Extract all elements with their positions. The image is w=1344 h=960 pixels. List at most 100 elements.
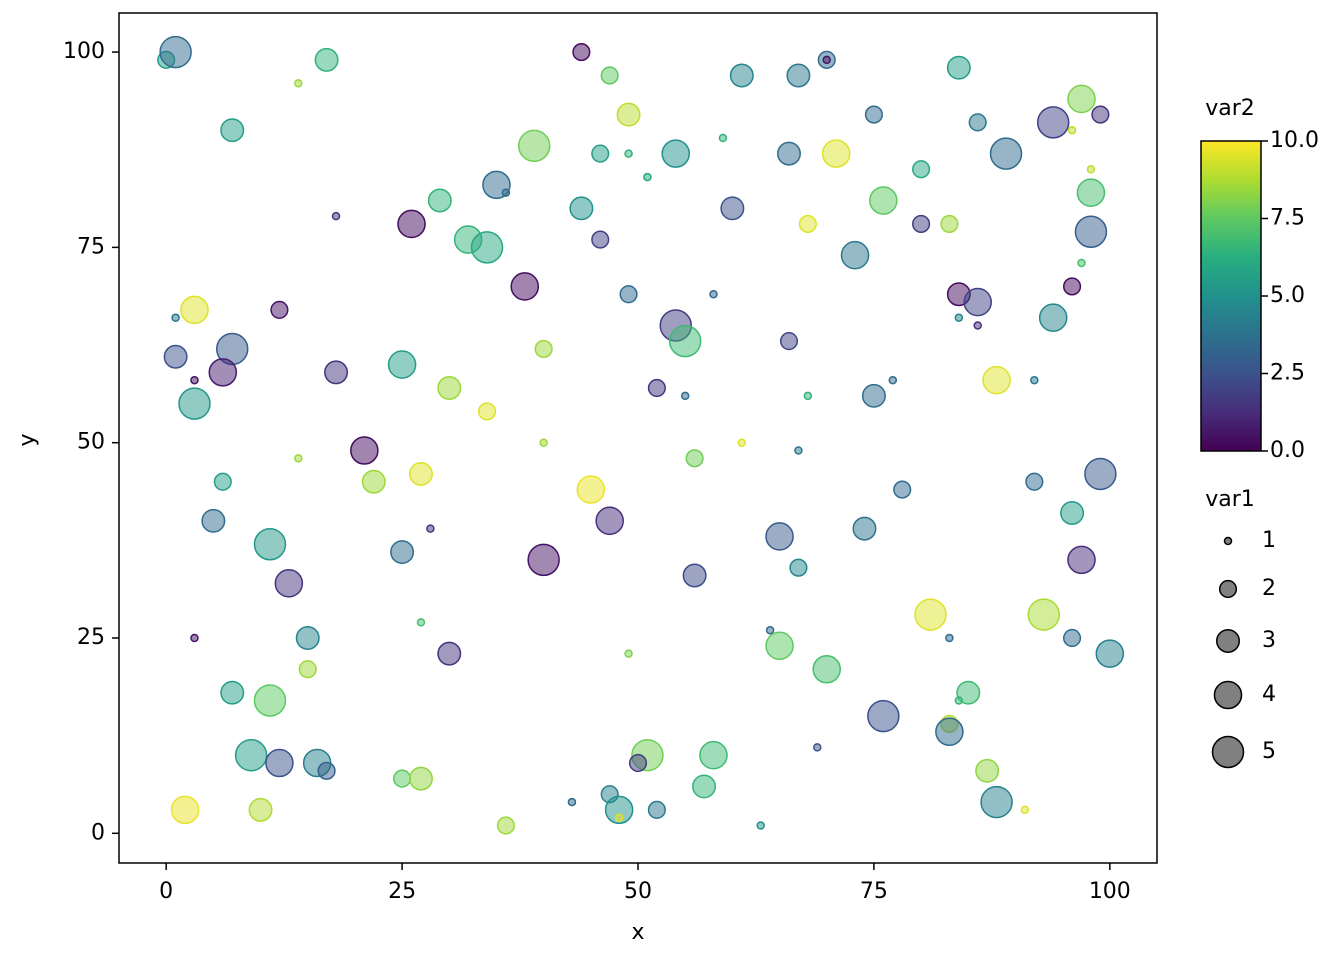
- bubble: [470, 231, 504, 264]
- x-tick-label: 25: [388, 879, 416, 904]
- bubble: [619, 285, 638, 304]
- bubble: [776, 141, 801, 166]
- bubble: [572, 42, 591, 62]
- bubble: [171, 313, 180, 322]
- bubble: [940, 214, 959, 234]
- colorbar-tick-label: 5.0: [1270, 283, 1305, 308]
- bubble: [822, 55, 831, 65]
- bubble: [437, 376, 462, 400]
- bubble: [737, 438, 747, 447]
- x-tick-label: 50: [624, 879, 652, 904]
- bubble: [1067, 84, 1096, 114]
- bubble: [178, 387, 211, 420]
- size-legend-marker: [1213, 680, 1243, 710]
- size-legend-marker: [1223, 536, 1233, 546]
- bubble: [954, 313, 964, 322]
- bubble: [567, 797, 577, 807]
- bubble: [840, 240, 870, 270]
- bubble: [989, 137, 1023, 170]
- bubble: [756, 821, 765, 830]
- bubble: [163, 344, 188, 369]
- bubble: [576, 475, 606, 504]
- bubble: [201, 508, 226, 533]
- colorbar-tick-label: 7.5: [1270, 206, 1305, 231]
- bubble: [869, 186, 898, 215]
- bubble: [852, 516, 877, 541]
- bubble: [765, 522, 794, 551]
- bubble: [789, 558, 808, 577]
- bubble: [591, 230, 610, 249]
- bubble: [408, 766, 433, 791]
- bubble: [534, 339, 553, 359]
- colorbar-tick-label: 0.0: [1270, 438, 1305, 463]
- size-legend-marker: [1211, 735, 1245, 769]
- bubble: [912, 160, 931, 179]
- bubble: [1095, 639, 1125, 668]
- bubble: [1036, 106, 1070, 139]
- bubble: [798, 214, 817, 234]
- colorbar-tick-label: 2.5: [1270, 361, 1305, 386]
- bubble: [426, 524, 435, 533]
- bubble: [213, 472, 232, 491]
- bubble: [729, 63, 754, 88]
- bubble: [393, 769, 412, 788]
- y-tick-label: 50: [77, 430, 105, 455]
- bubble: [591, 144, 610, 163]
- colorbar-tick-label: 10.0: [1270, 128, 1319, 153]
- bubble: [190, 633, 199, 643]
- bubble: [1025, 472, 1044, 491]
- bubble: [861, 383, 886, 408]
- size-legend-label: 2: [1262, 576, 1276, 601]
- bubble: [350, 436, 379, 465]
- bubble: [1063, 277, 1082, 296]
- bubble: [709, 290, 718, 299]
- bubble: [1076, 178, 1106, 207]
- bubble: [699, 740, 728, 770]
- bubble: [614, 813, 624, 822]
- bubble: [765, 631, 794, 661]
- y-axis-label: y: [15, 433, 40, 446]
- bubble: [1027, 598, 1061, 631]
- bubble: [295, 626, 320, 650]
- bubble: [324, 360, 349, 385]
- bubble: [720, 196, 745, 221]
- bubble: [170, 795, 200, 825]
- x-axis-label: x: [631, 920, 644, 945]
- bubble: [317, 761, 336, 780]
- y-tick-label: 100: [63, 39, 105, 64]
- bubble: [331, 211, 341, 221]
- bubble: [812, 654, 842, 684]
- bubble: [294, 454, 303, 463]
- bubble: [220, 118, 245, 143]
- bubble: [973, 321, 982, 330]
- bubble: [265, 748, 294, 778]
- bubble: [616, 102, 641, 127]
- bubble: [647, 800, 666, 819]
- bubble: [980, 785, 1013, 819]
- bubble: [1074, 215, 1108, 248]
- bubble: [298, 660, 317, 679]
- bubble: [437, 641, 462, 666]
- bubble: [501, 188, 511, 197]
- bubble: [718, 133, 728, 143]
- bubble: [794, 446, 803, 455]
- bubble: [624, 149, 633, 158]
- bubble: [1077, 258, 1086, 268]
- bubble: [527, 543, 560, 577]
- bubble: [680, 391, 690, 401]
- bubble: [270, 300, 289, 319]
- bubble: [496, 816, 515, 835]
- bubble: [180, 295, 209, 325]
- bubble: [893, 480, 912, 499]
- bubble: [569, 196, 594, 221]
- bubble: [668, 324, 702, 358]
- bubble: [661, 139, 691, 168]
- y-tick-label: 0: [91, 820, 105, 845]
- bubble: [159, 35, 192, 69]
- bubble: [963, 287, 992, 317]
- y-tick-label: 25: [77, 625, 105, 650]
- bubble: [595, 506, 624, 536]
- bubble: [1067, 125, 1077, 135]
